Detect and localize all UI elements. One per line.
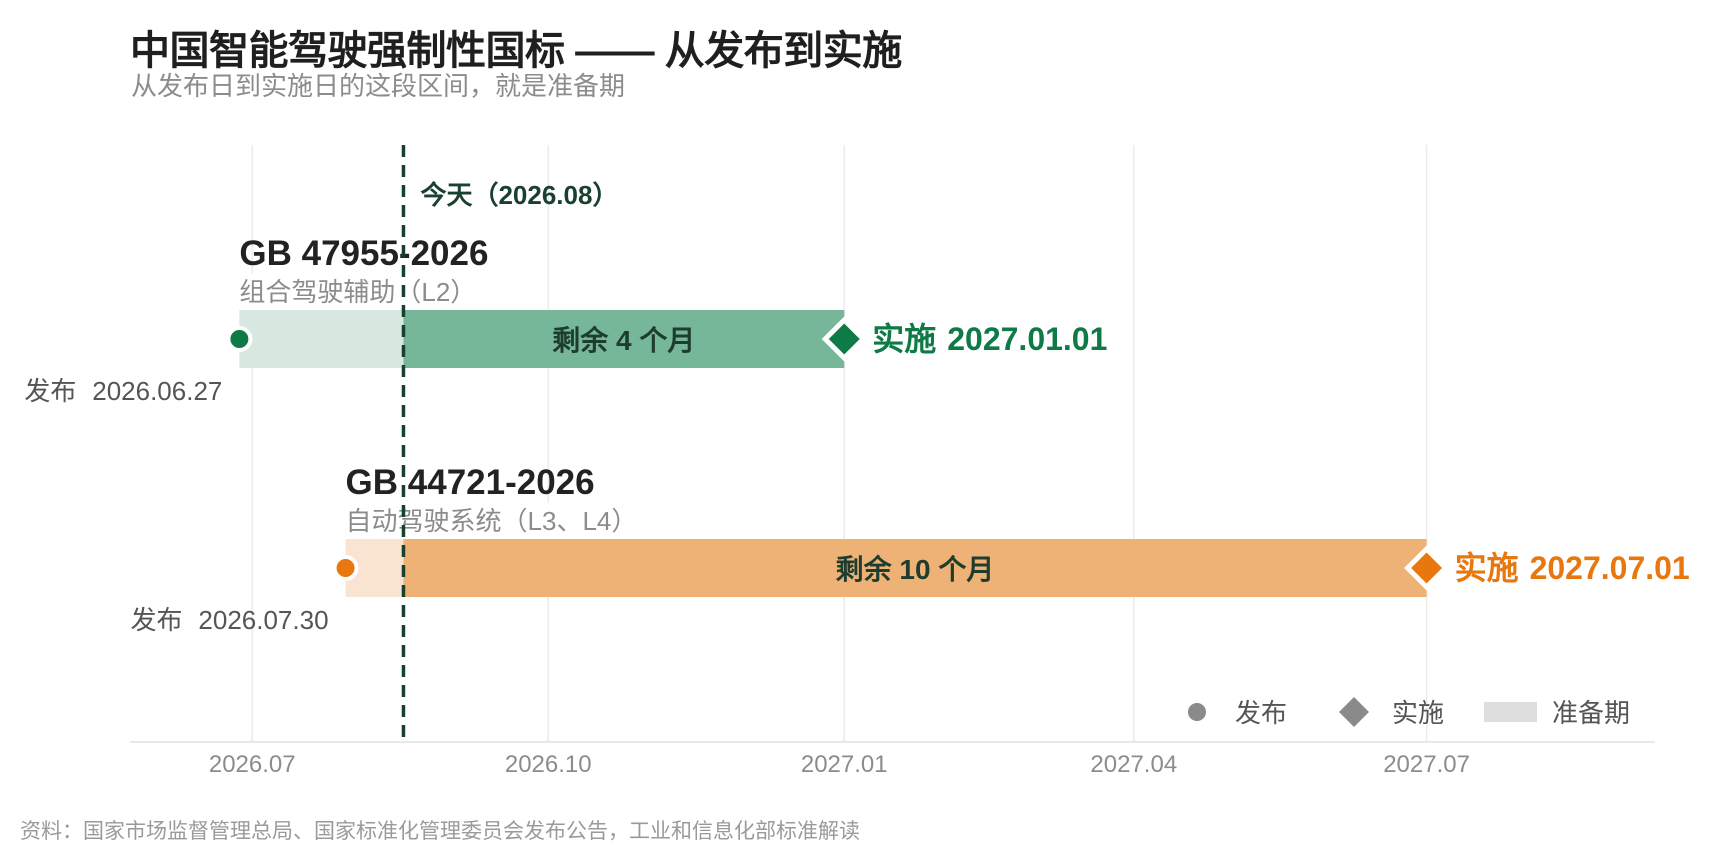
publish-marker <box>332 555 359 581</box>
publish-date: 2026.06.27 <box>92 376 222 406</box>
remaining-label: 剩余 4 个月 <box>552 324 695 356</box>
implement-date: 2027.01.01 <box>947 321 1107 357</box>
implement-prefix: 实施 <box>1455 550 1519 586</box>
today-label: 今天（2026.08） <box>420 180 618 210</box>
x-tick-label: 2027.04 <box>1090 751 1177 778</box>
legend-implement-label: 实施 <box>1392 698 1444 728</box>
standard-name: 自动驾驶系统（L3、L4） <box>346 506 638 536</box>
timeline-chart: 2026.07 2026.10 2027.01 2027.04 2027.07 GB 47… <box>24 145 1690 778</box>
x-tick-label: 2026.07 <box>209 751 296 778</box>
legend-publish-label: 发布 <box>1235 698 1287 728</box>
standard-name-backing <box>341 503 642 539</box>
implement-marker <box>821 316 867 362</box>
implement-date: 2027.07.01 <box>1530 550 1690 586</box>
chart-title: 中国智能驾驶强制性国标 —— 从发布到实施 <box>130 29 902 73</box>
x-tick-label: 2026.10 <box>505 751 592 778</box>
remaining-label: 剩余 10 个月 <box>836 553 995 585</box>
standard-name: 组合驾驶辅助（L2） <box>239 277 476 307</box>
legend-prep-label: 准备期 <box>1552 698 1630 728</box>
legend-implement-marker <box>1339 697 1369 727</box>
remaining-period-bar <box>403 539 1427 597</box>
source-note: 资料：国家市场监督管理总局、国家标准化管理委员会发布公告，工业和信息化部标准解读 <box>20 820 860 843</box>
publish-prefix: 发布 <box>24 376 76 406</box>
chart-subtitle: 从发布日到实施日的这段区间，就是准备期 <box>131 71 626 101</box>
x-tick-label: 2027.07 <box>1383 751 1470 778</box>
standard-code: GB 44721-2026 <box>346 463 595 502</box>
elapsed-period-bar <box>239 310 404 368</box>
publish-marker <box>226 326 253 352</box>
publish-prefix: 发布 <box>131 605 183 635</box>
x-tick-label: 2027.01 <box>801 751 888 778</box>
legend-publish-marker <box>1188 703 1206 721</box>
remaining-period-bar <box>403 310 845 368</box>
publish-date: 2026.07.30 <box>198 605 328 635</box>
implement-marker <box>1404 545 1450 591</box>
standard-code: GB 47955-2026 <box>239 234 488 273</box>
standard-name-backing <box>235 274 481 310</box>
legend-prep-swatch <box>1484 702 1537 722</box>
implement-prefix: 实施 <box>872 321 936 357</box>
